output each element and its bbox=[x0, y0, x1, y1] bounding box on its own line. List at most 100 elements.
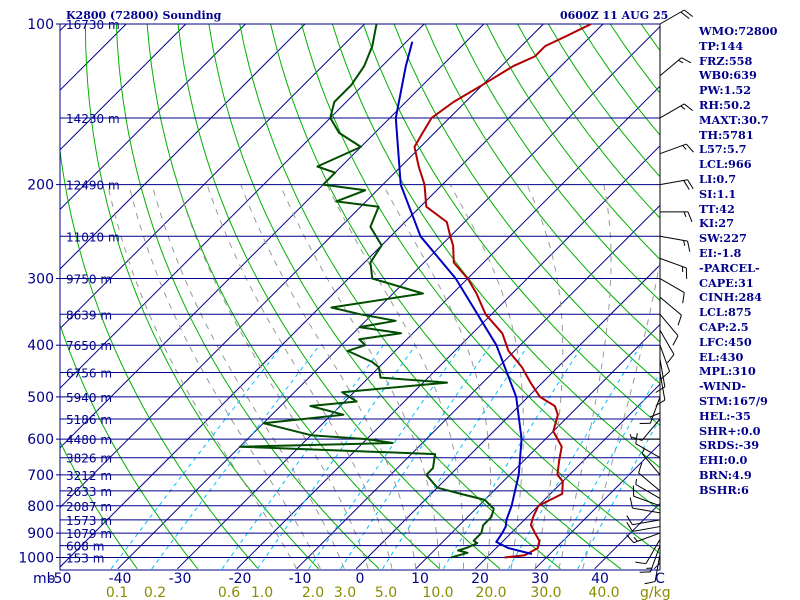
wind-barbs bbox=[626, 9, 694, 585]
mixing-ratio-line bbox=[257, 344, 417, 570]
index-item: LI:0.7 bbox=[699, 171, 737, 186]
index-item: MAXT:30.7 bbox=[699, 112, 769, 127]
mixing-ratio-tick-label: 0.1 bbox=[106, 585, 128, 600]
mixing-ratio-tick-label: 10.0 bbox=[422, 585, 453, 600]
moist-adiabat bbox=[206, 184, 393, 569]
temp-tick-label: -10 bbox=[289, 571, 312, 587]
isotherm bbox=[534, 443, 660, 570]
dry-adiabat bbox=[424, 24, 660, 343]
barb-half-flag bbox=[683, 240, 686, 246]
wind-barb bbox=[626, 515, 661, 526]
index-item: L57:5.7 bbox=[699, 142, 747, 157]
barb-flag bbox=[666, 354, 675, 364]
wind-barb bbox=[659, 278, 685, 304]
index-item: CAP:2.5 bbox=[699, 319, 749, 334]
temp-tick-label: -30 bbox=[169, 571, 192, 587]
height-label: 3826 m bbox=[66, 452, 112, 466]
mixing-ratio-line bbox=[577, 417, 660, 570]
index-item: CAPE:31 bbox=[699, 275, 754, 290]
moist-adiabat bbox=[107, 184, 298, 570]
height-label: 6756 m bbox=[66, 366, 112, 380]
barb-flag bbox=[626, 534, 635, 543]
barb-half-flag bbox=[683, 211, 687, 218]
height-label: 7650 m bbox=[66, 339, 112, 353]
index-item: STM:167/9 bbox=[699, 393, 768, 408]
moist-adiabat bbox=[449, 184, 524, 569]
barb-staff bbox=[659, 372, 666, 401]
isotherm bbox=[60, 24, 306, 270]
index-item: SW:227 bbox=[699, 231, 747, 246]
barb-staff bbox=[659, 296, 682, 316]
wind-barb bbox=[644, 553, 661, 585]
barb-staff bbox=[649, 396, 661, 424]
barb-staff bbox=[632, 507, 661, 514]
moist-adiabat bbox=[582, 258, 660, 569]
dry-adiabat bbox=[60, 440, 138, 570]
mixing-ratio-tick-label: 40.0 bbox=[588, 585, 619, 600]
index-item: BSHR:6 bbox=[699, 482, 749, 497]
height-label: 5940 m bbox=[66, 391, 112, 405]
height-label: 9750 m bbox=[66, 273, 112, 287]
barb-staff bbox=[659, 257, 687, 269]
temp-tick-label: 10 bbox=[411, 571, 429, 587]
isotherm bbox=[60, 24, 604, 568]
barb-staff bbox=[638, 472, 661, 492]
barb-staff bbox=[641, 453, 661, 476]
barb-flag bbox=[655, 399, 666, 407]
temp-tick-label: C bbox=[655, 571, 665, 587]
wind-barb bbox=[659, 313, 679, 346]
dry-adiabat bbox=[270, 24, 660, 555]
temp-tick-label: 30 bbox=[531, 571, 549, 587]
barb-staff bbox=[645, 539, 661, 564]
mixing-ratio-tick-label: 0.6 bbox=[218, 585, 240, 600]
isotherm bbox=[177, 85, 660, 570]
mixing-ratio-line bbox=[507, 344, 642, 570]
series-group bbox=[238, 24, 592, 559]
wind-barb bbox=[639, 545, 661, 573]
barb-flag bbox=[644, 581, 656, 585]
barb-flag bbox=[685, 143, 694, 153]
barb-staff bbox=[633, 532, 661, 544]
barb-half-flag bbox=[678, 59, 684, 64]
moist-adiabat bbox=[279, 184, 441, 569]
index-item: WB0:639 bbox=[699, 68, 757, 83]
indices-panel: WMO:72800 TP:144 FRZ:558 WB0:639 PW:1.52 RH:5… bbox=[699, 24, 778, 498]
barb-staff bbox=[659, 57, 682, 77]
barb-flag bbox=[680, 11, 690, 20]
pressure-tick-label: 1000 bbox=[18, 551, 54, 567]
moist-adiabat bbox=[526, 184, 564, 569]
height-label: 8639 m bbox=[66, 308, 112, 322]
mixing-ratio-line bbox=[548, 371, 660, 570]
barb-flag bbox=[635, 561, 647, 565]
dry-adiabat bbox=[177, 24, 501, 570]
dry-adiabat bbox=[146, 24, 440, 570]
wind-barb bbox=[632, 485, 661, 507]
mixing-ratio-tick-label: 5.0 bbox=[375, 585, 397, 600]
dry-adiabat bbox=[208, 24, 561, 570]
mixing-ratio-tick-label: 3.0 bbox=[334, 585, 356, 600]
height-label: 2087 m bbox=[66, 500, 112, 514]
isotherm bbox=[475, 383, 660, 570]
height-label: 1573 m bbox=[66, 514, 112, 528]
isotherm bbox=[60, 24, 425, 389]
dry-adiabat bbox=[795, 24, 800, 569]
station-title: K2800 (72800) Sounding bbox=[66, 9, 222, 22]
mixing-ratio-line bbox=[382, 344, 529, 570]
index-item: CINH:284 bbox=[699, 290, 763, 305]
wind-barb bbox=[659, 57, 692, 77]
barb-staff bbox=[659, 313, 679, 337]
index-item: RH:50.2 bbox=[699, 97, 751, 112]
wind-barb bbox=[629, 497, 661, 514]
barb-staff bbox=[659, 143, 687, 155]
index-item: TH:5781 bbox=[699, 127, 754, 142]
barb-staff bbox=[659, 345, 671, 372]
dry-adiabat bbox=[60, 323, 199, 570]
pressure-tick-label: 900 bbox=[27, 526, 54, 542]
height-label: 4480 m bbox=[66, 433, 112, 447]
mixing-ratio-line bbox=[151, 344, 320, 570]
isotherm bbox=[0, 24, 7, 569]
barb-half-flag bbox=[635, 479, 638, 485]
index-item: -PARCEL- bbox=[699, 260, 760, 275]
mixing-ratio-tick-label: 30.0 bbox=[530, 585, 561, 600]
